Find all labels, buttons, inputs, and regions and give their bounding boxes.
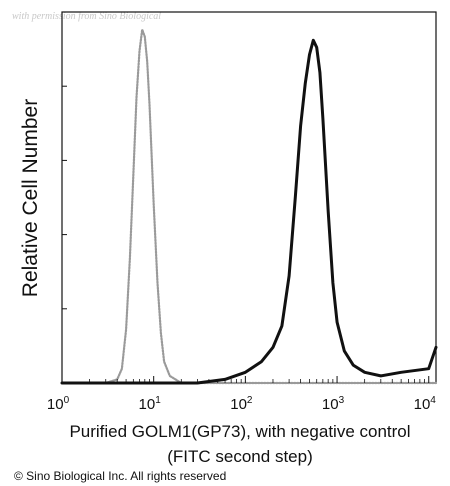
series-layer [60,28,438,385]
x-tick-label: 102 [230,395,253,413]
y-axis-ticks [62,11,67,384]
plot-area: 100 101 102 103 104 [47,11,438,413]
x-tick-label: 100 [47,395,70,413]
histogram-series-sample [60,38,438,385]
x-tick-label: 103 [322,395,345,413]
y-axis-label: Relative Cell Number [19,99,42,297]
x-axis-label-line-1: Purified GOLM1(GP73), with negative cont… [69,422,410,441]
x-axis-label-line-2: (FITC second step) [167,447,313,466]
x-tick-label: 101 [139,395,162,413]
histogram-series-negative-control [60,28,438,385]
x-tick-label: 104 [414,395,437,413]
plot-frame [61,11,437,384]
watermark: with permission from Sino Biological [12,11,161,22]
copyright-notice: © Sino Biological Inc. All rights reserv… [14,469,226,483]
